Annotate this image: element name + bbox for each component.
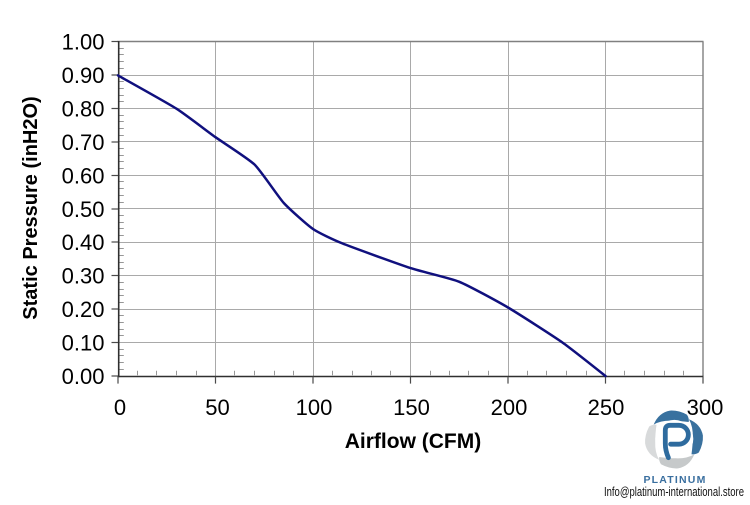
svg-text:0.70: 0.70 <box>62 130 105 155</box>
svg-text:0: 0 <box>114 395 126 420</box>
svg-text:Info@platinum-international.st: Info@platinum-international.store <box>604 486 744 500</box>
svg-text:200: 200 <box>491 395 528 420</box>
svg-text:0.30: 0.30 <box>62 264 105 289</box>
svg-text:150: 150 <box>393 395 430 420</box>
svg-text:0.00: 0.00 <box>62 364 105 389</box>
svg-text:0.80: 0.80 <box>62 96 105 121</box>
svg-text:0.50: 0.50 <box>62 197 105 222</box>
svg-text:100: 100 <box>296 395 333 420</box>
svg-text:250: 250 <box>588 395 625 420</box>
svg-text:0.10: 0.10 <box>62 331 105 356</box>
svg-text:0.60: 0.60 <box>62 163 105 188</box>
svg-text:PLATINUM: PLATINUM <box>643 474 706 486</box>
svg-text:Static Pressure (inH2O): Static Pressure (inH2O) <box>20 96 42 319</box>
svg-text:50: 50 <box>205 395 229 420</box>
svg-text:0.40: 0.40 <box>62 230 105 255</box>
svg-text:1.00: 1.00 <box>62 30 105 55</box>
svg-text:300: 300 <box>687 395 724 420</box>
svg-text:0.20: 0.20 <box>62 297 105 322</box>
svg-text:Airflow (CFM): Airflow (CFM) <box>345 430 481 453</box>
svg-text:0.90: 0.90 <box>62 63 105 88</box>
